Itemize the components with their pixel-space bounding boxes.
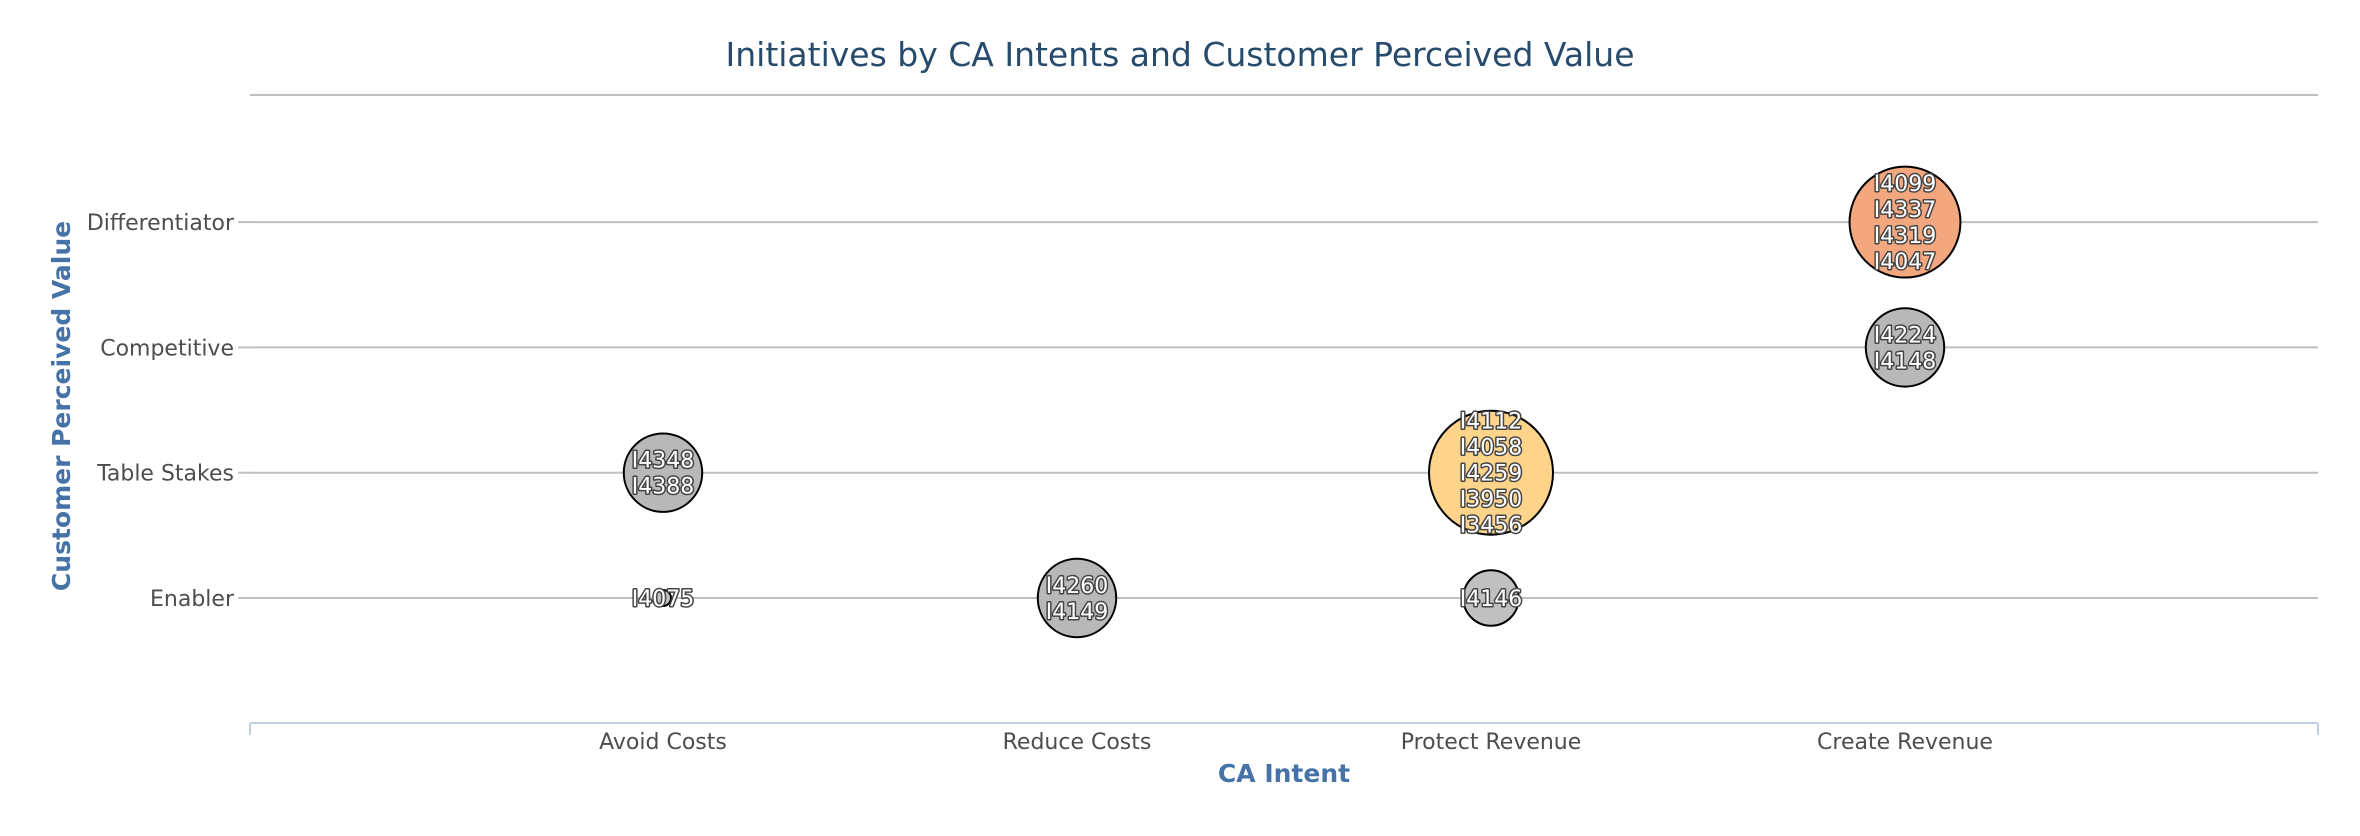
- x-tick-label: Reduce Costs: [1003, 730, 1152, 755]
- y-tick-label: Competitive: [100, 336, 234, 361]
- y-tick-label: Table Stakes: [96, 462, 234, 487]
- bubble[interactable]: I4146: [1458, 569, 1524, 627]
- bubble-circle[interactable]: [1864, 307, 1946, 388]
- bubble-label: I4099: [1874, 172, 1936, 197]
- x-axis-title: CA Intent: [1218, 759, 1350, 788]
- bubble-label: I4149: [1046, 600, 1108, 625]
- bubble-label: I4224: [1874, 323, 1936, 348]
- bubble-label: I3950: [1460, 488, 1522, 513]
- bubble-circle[interactable]: [1462, 569, 1520, 627]
- bubble-label: I4047: [1874, 250, 1936, 275]
- bubble-label: I4337: [1874, 198, 1936, 223]
- axes: Enabler Table Stakes Competitive Differenti…: [87, 211, 2319, 755]
- bubble-circle[interactable]: [622, 432, 704, 513]
- bubble-label: I4348: [632, 449, 694, 474]
- bubble[interactable]: I4075: [630, 586, 695, 614]
- x-tick-label: Protect Revenue: [1401, 730, 1582, 755]
- grid-lines: [250, 94, 2318, 599]
- bubble-circle[interactable]: [1848, 165, 1962, 279]
- bubble-circle[interactable]: [1428, 409, 1554, 536]
- chart-title: Initiatives by CA Intents and Customer P…: [726, 35, 1635, 74]
- bubble-label: I4148: [1874, 349, 1936, 374]
- x-tick-label: Avoid Costs: [599, 730, 727, 755]
- x-tick-label: Create Revenue: [1817, 730, 1993, 755]
- bubble-label: I4112: [1460, 410, 1522, 435]
- bubble-label: I4388: [632, 475, 694, 500]
- bubble-label: I4075: [632, 587, 694, 612]
- bubble-label: I4259: [1460, 462, 1522, 487]
- bubble-label: I4058: [1460, 436, 1522, 461]
- y-axis-title: Customer Perceived Value: [47, 221, 76, 591]
- y-tick-label: Enabler: [150, 587, 235, 612]
- bubble-circle[interactable]: [654, 589, 672, 607]
- bubble-label: I4319: [1874, 224, 1936, 249]
- bubble-label: I3456: [1460, 514, 1522, 539]
- y-tick-label: Differentiator: [87, 211, 235, 236]
- bubble-label: I4260: [1046, 574, 1108, 599]
- bubble-circle[interactable]: [1036, 557, 1118, 639]
- bubble-label: I4146: [1460, 587, 1522, 612]
